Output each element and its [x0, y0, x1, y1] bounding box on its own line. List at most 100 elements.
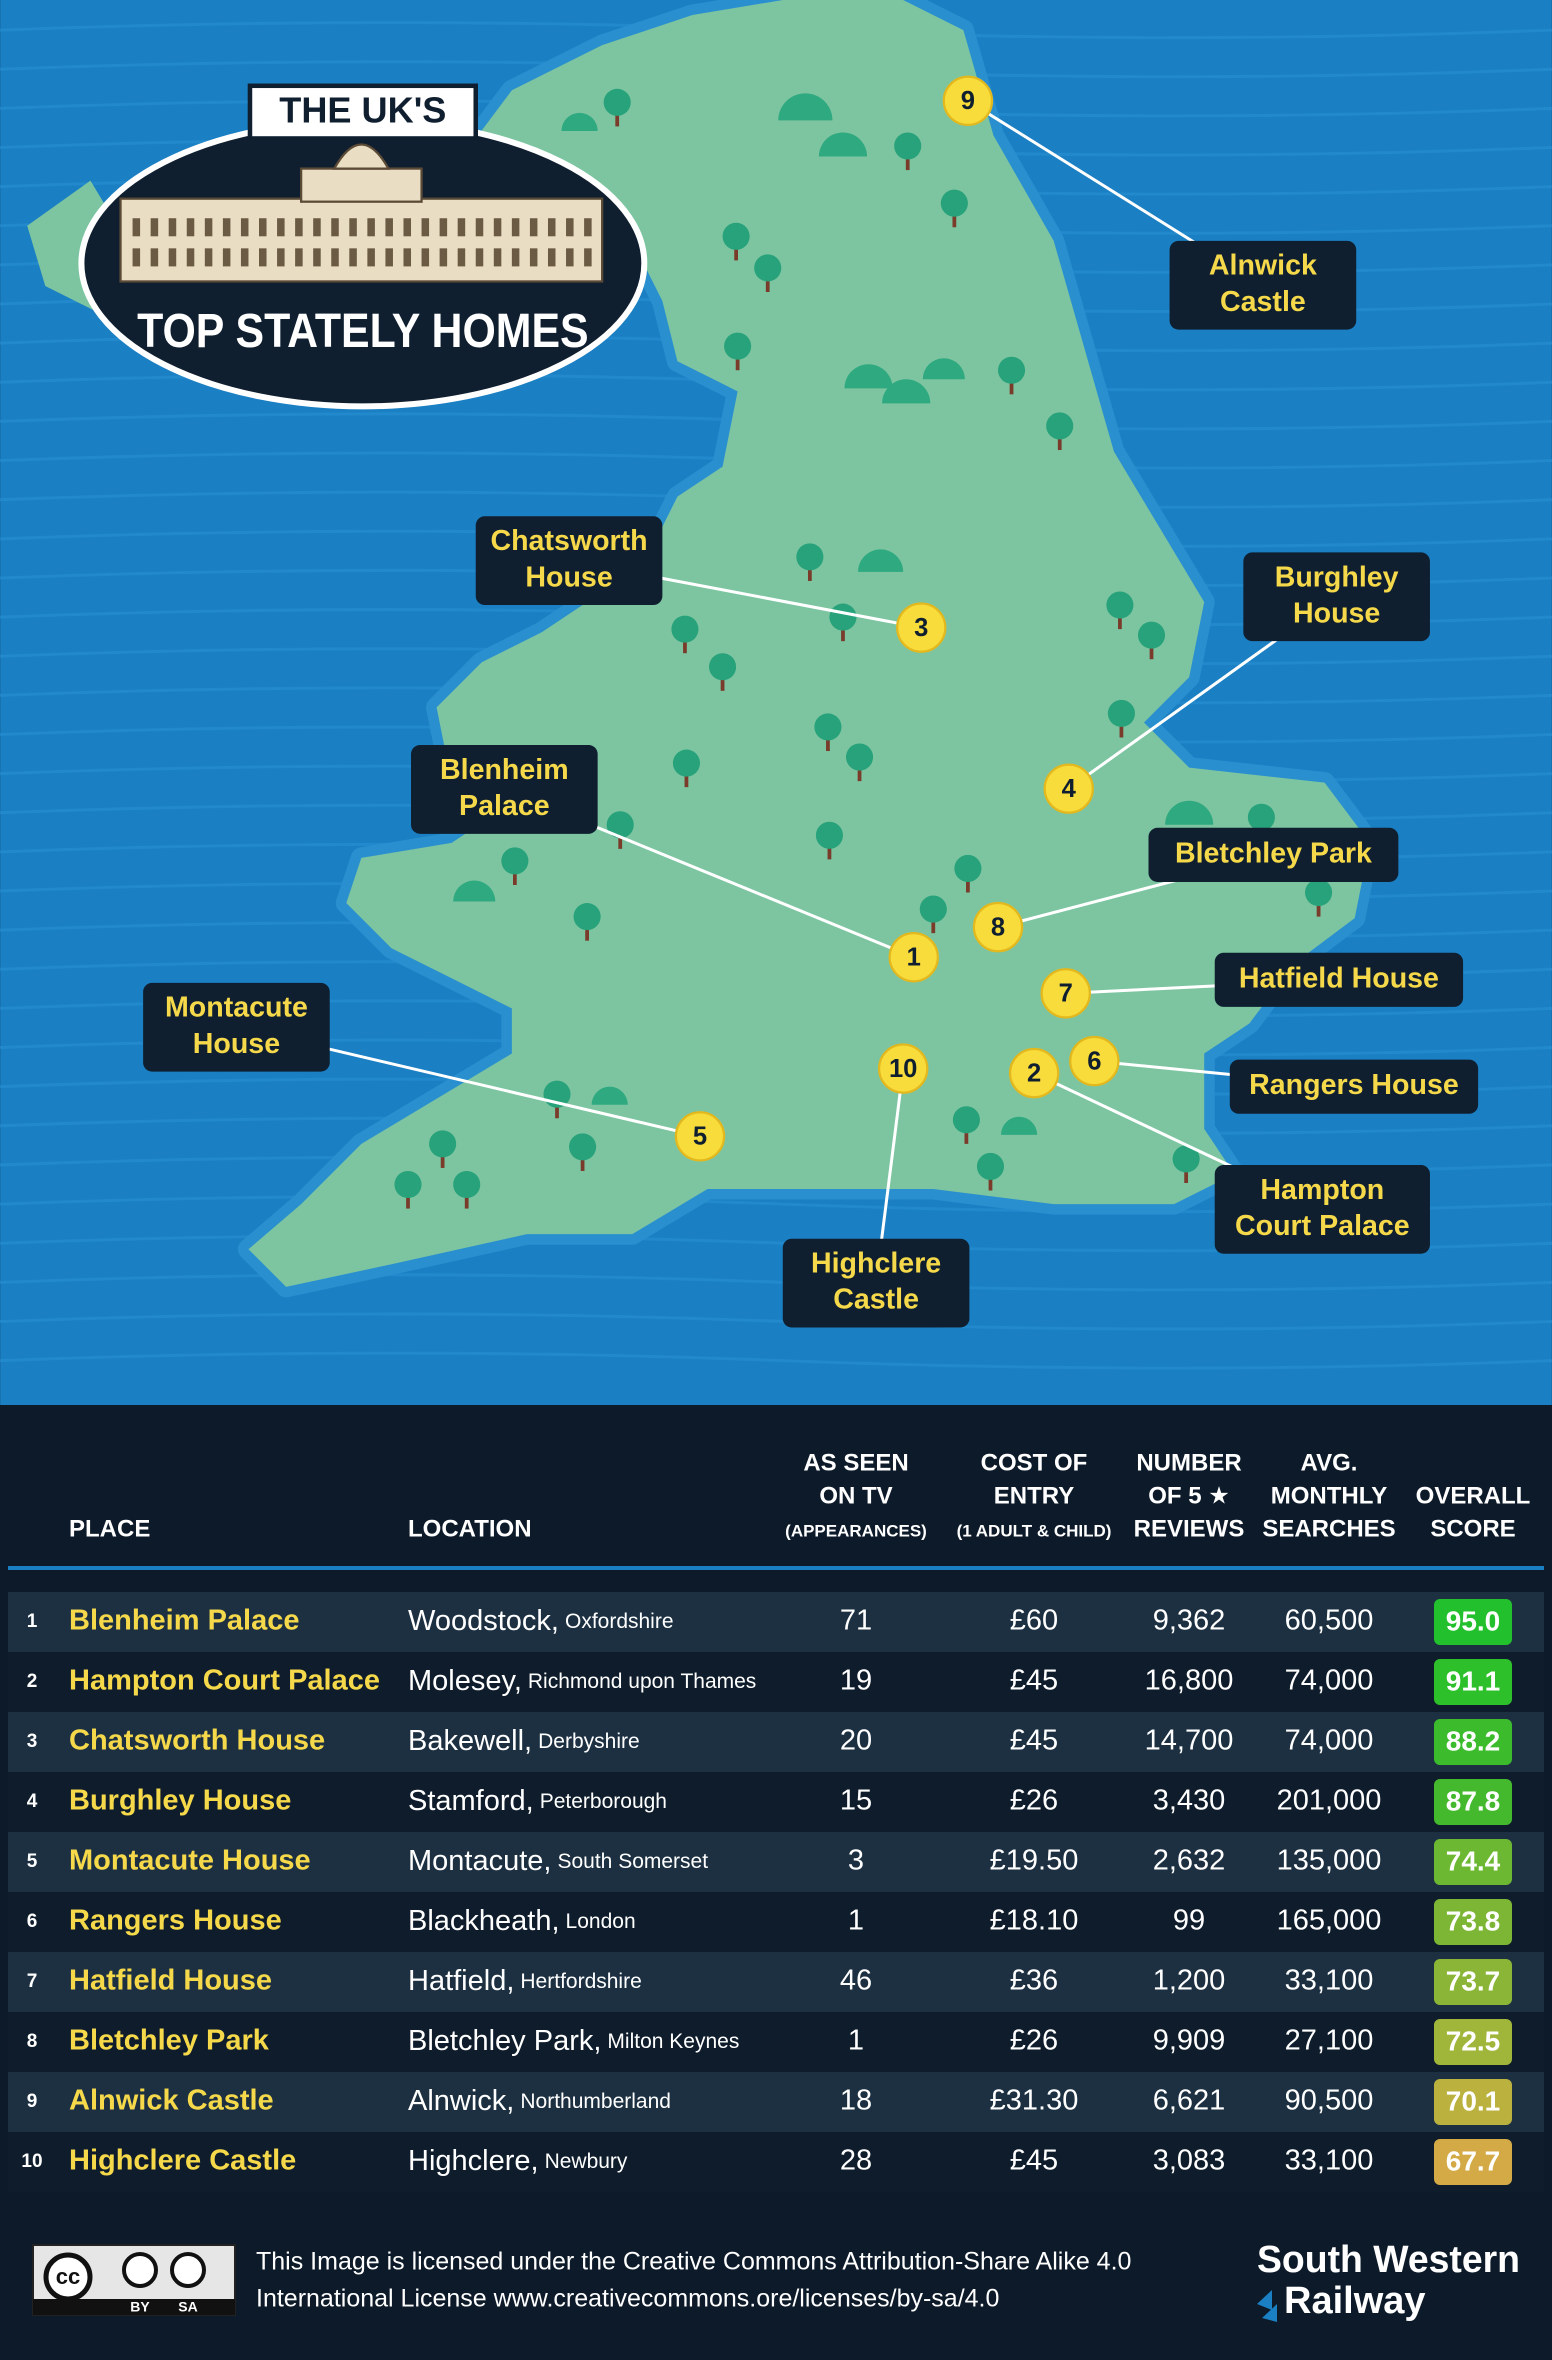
window — [584, 248, 592, 267]
window — [493, 248, 502, 267]
location: Bakewell, Derbyshire — [408, 1725, 640, 1757]
tree-crown — [940, 189, 968, 217]
title-banner — [247, 83, 478, 141]
cc-badge-text: SA — [178, 2299, 197, 2315]
label-box — [1214, 952, 1464, 1007]
window — [511, 248, 520, 267]
cell-cost: £26 — [1010, 2025, 1058, 2057]
score: 95.0 — [1446, 1605, 1501, 1636]
town: Stamford, — [408, 1785, 534, 1817]
row-background — [8, 1652, 1544, 1712]
window — [493, 218, 502, 237]
title-top: THE UK'S — [279, 89, 446, 130]
window — [457, 218, 466, 237]
window — [313, 248, 321, 267]
cell-cost: £45 — [1010, 1725, 1058, 1757]
pin-number: 3 — [914, 614, 928, 642]
cell-tv: 1 — [848, 2025, 864, 2057]
location: Bletchley Park, Milton Keynes — [408, 2025, 739, 2057]
cell-reviews: 14,700 — [1145, 1725, 1234, 1757]
tree-crown — [815, 821, 843, 849]
tree-crown — [919, 895, 947, 923]
cell-tv: 3 — [848, 1845, 864, 1877]
window — [439, 248, 448, 267]
tree-crown — [754, 254, 782, 282]
county: Oxfordshire — [565, 1610, 674, 1633]
pin-number: 2 — [1027, 1059, 1041, 1087]
tree-crown — [814, 713, 842, 741]
tree-crown — [998, 356, 1026, 384]
score-badge — [1434, 2079, 1512, 2125]
pin-number: 6 — [1087, 1047, 1101, 1075]
window — [385, 218, 393, 237]
window — [168, 218, 177, 237]
window — [584, 218, 592, 237]
cell-reviews: 99 — [1173, 1905, 1205, 1937]
window — [132, 248, 141, 267]
score-badge — [1434, 1599, 1512, 1645]
license-text: This Image is licensed under the Creativ… — [256, 2248, 1131, 2276]
window — [403, 218, 412, 237]
cell-tv: 19 — [840, 1665, 872, 1697]
tree-crown — [722, 222, 750, 250]
table: PLACE LOCATION AS SEEN ON TV (APPEARANCES) CO… — [8, 1449, 1544, 2192]
window — [186, 248, 195, 267]
location: Woodstock, Oxfordshire — [408, 1605, 674, 1637]
cell-reviews: 9,362 — [1153, 1605, 1226, 1637]
cell-reviews: 1,200 — [1153, 1965, 1226, 1997]
hill — [858, 549, 904, 572]
column-header: LOCATION — [408, 1515, 532, 1542]
hill — [1001, 1116, 1038, 1135]
county: South Somerset — [557, 1850, 708, 1873]
label-text: Chatsworth — [490, 525, 647, 557]
tree-crown — [954, 854, 982, 882]
hill — [1165, 800, 1214, 825]
window — [313, 218, 321, 237]
cell-searches: 74,000 — [1285, 1665, 1374, 1697]
town: Bletchley Park, — [408, 2025, 601, 2057]
window — [566, 248, 574, 267]
window — [222, 248, 231, 267]
title-badge: THE UK'S TOP STATELY HOMES — [78, 83, 648, 410]
trees — [394, 88, 1333, 1209]
cell-tv: 20 — [840, 1725, 872, 1757]
tree-crown — [453, 1170, 481, 1199]
place: Hatfield House — [69, 1965, 272, 1997]
tree-crown — [501, 847, 529, 875]
pin — [1043, 763, 1094, 814]
cell-reviews: 6,621 — [1153, 2085, 1226, 2117]
window — [367, 218, 375, 237]
town: Bakewell, — [408, 1725, 532, 1757]
cell-cost: £19.50 — [990, 1845, 1079, 1877]
window — [475, 218, 484, 237]
label-text: Burghley — [1275, 561, 1399, 593]
location: Molesey, Richmond upon Thames — [408, 1665, 756, 1697]
footer: cc BY SA This Image is licensed under the C… — [32, 2239, 1520, 2322]
window — [331, 248, 339, 267]
window — [240, 218, 249, 237]
column-header: OVERALL — [1416, 1482, 1531, 1509]
cc-badge-text: BY — [130, 2299, 150, 2315]
row-background — [8, 1772, 1544, 1832]
row-background — [8, 1712, 1544, 1772]
label-box — [143, 982, 330, 1072]
score-badge — [1434, 1959, 1512, 2005]
cell-reviews: 9,909 — [1153, 2025, 1226, 2057]
window — [259, 248, 267, 267]
place: Chatsworth House — [69, 1725, 325, 1757]
cell-tv: 15 — [840, 1785, 872, 1817]
window — [566, 218, 574, 237]
window — [277, 218, 285, 237]
rank: 8 — [27, 2031, 38, 2052]
score: 72.5 — [1446, 2025, 1501, 2056]
logo-text: Railway — [1284, 2280, 1426, 2322]
tree-crown — [894, 132, 922, 160]
pin — [877, 1043, 929, 1094]
label-text: Rangers House — [1249, 1069, 1459, 1101]
label-box — [1169, 240, 1357, 330]
pin-number: 10 — [889, 1055, 917, 1083]
place: Blenheim Palace — [69, 1605, 300, 1637]
tree-crown — [429, 1130, 457, 1158]
sa-icon — [170, 2252, 206, 2288]
